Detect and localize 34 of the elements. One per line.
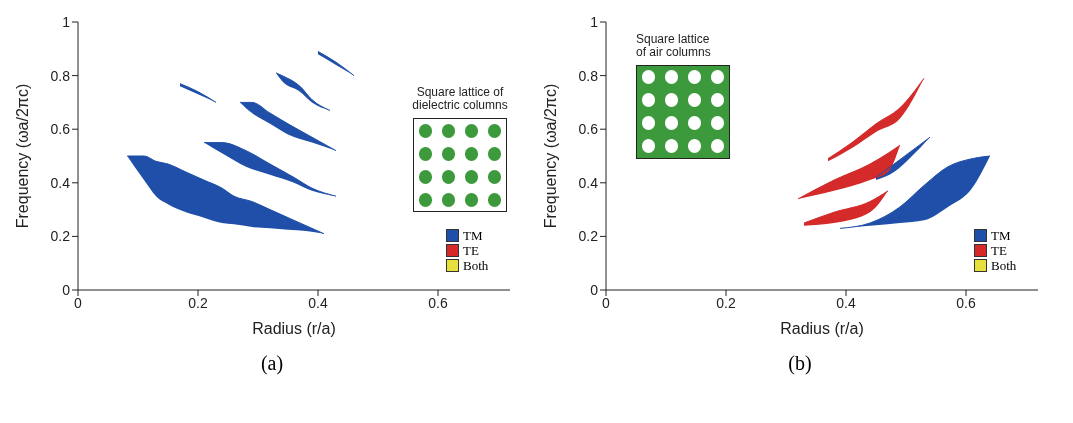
annotation: Square lattice of air columns [636,31,711,59]
x-tick-label: 0 [74,294,83,311]
y-tick-label: 0.8 [50,67,71,84]
x-tick-label: 0.6 [956,294,976,311]
y-axis-title: Frequency (ωa/2πc) [541,83,559,229]
y-tick-label: 0.6 [578,121,599,138]
x-tick-label: 0.4 [836,294,856,311]
legend-label: TE [463,243,479,258]
y-tick-label: 1 [590,13,599,30]
legend-label: TM [991,228,1011,243]
x-axis-title: Radius (r/a) [252,320,336,337]
legend-label: Both [463,258,489,273]
text: (a) [259,352,285,375]
y-tick-label: 0.2 [50,228,71,245]
text: (b) [787,352,813,375]
y-tick-label: 0.8 [578,67,599,84]
x-tick-label: 0.2 [188,294,208,311]
y-tick-label: 0.4 [50,174,71,191]
y-tick-label: 0.6 [50,121,71,138]
y-tick-label: 0.2 [578,228,599,245]
y-tick-label: 0 [590,281,599,298]
x-axis-title: Radius (r/a) [780,320,864,337]
annotation: Square lattice of dielectric columns [412,85,508,113]
x-tick-label: 0.2 [716,294,736,311]
x-tick-label: 0.4 [308,294,328,311]
y-tick-label: 1 [62,13,71,30]
y-tick-label: 0 [62,281,71,298]
x-tick-label: 0.6 [428,294,448,311]
y-tick-label: 0.4 [578,174,599,191]
legend-label: Both [991,258,1017,273]
x-tick-label: 0 [602,294,611,311]
legend-label: TM [463,228,483,243]
legend-label: TE [991,243,1007,258]
y-axis-title: Frequency (ωa/2πc) [13,83,31,229]
